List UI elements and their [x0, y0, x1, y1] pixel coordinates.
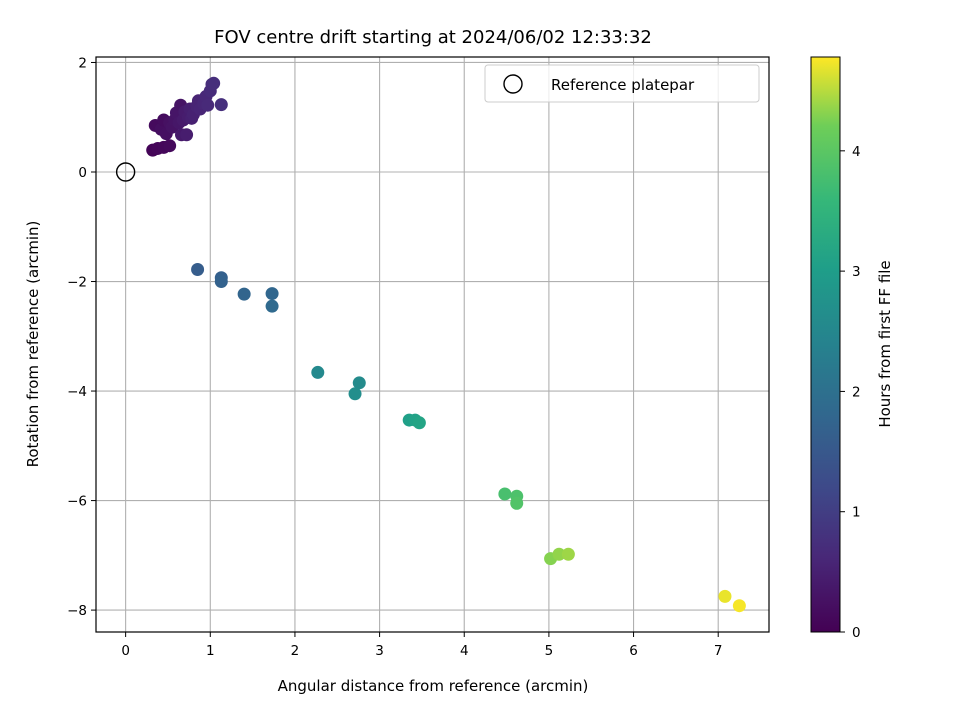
legend: Reference platepar — [484, 64, 760, 103]
data-point — [214, 98, 228, 112]
x-tick-label: 3 — [375, 643, 384, 659]
y-tick-label: −6 — [67, 494, 87, 510]
x-axis-label: Angular distance from reference (arcmin) — [278, 677, 589, 695]
data-point — [265, 299, 279, 313]
legend-reference-marker — [503, 74, 523, 94]
data-point — [191, 262, 205, 276]
data-point — [163, 139, 177, 153]
y-axis-ticks: −8 −6 −4 −2 0 2 — [67, 55, 96, 619]
legend-box — [484, 64, 760, 103]
data-point — [265, 287, 279, 301]
data-point — [352, 376, 366, 390]
colorbar-label: Hours from first FF file — [876, 260, 894, 427]
x-tick-label: 6 — [629, 643, 638, 659]
colorbar-gradient — [810, 56, 841, 633]
reference-marker — [115, 162, 136, 182]
colorbar-tick-label: 4 — [852, 144, 861, 160]
x-tick-label: 0 — [121, 643, 130, 659]
legend-entry-reference: Reference platepar — [551, 76, 695, 94]
colorbar-tick-label: 2 — [852, 384, 861, 400]
data-point — [412, 416, 426, 430]
colorbar-tick-label: 1 — [852, 505, 861, 521]
data-point — [552, 547, 566, 561]
y-tick-label: 2 — [78, 55, 87, 71]
data-point — [348, 387, 362, 401]
data-point — [498, 487, 512, 501]
data-point — [201, 98, 215, 112]
y-tick-label: −8 — [67, 603, 87, 619]
data-point — [237, 287, 251, 301]
data-point — [510, 496, 524, 510]
grid — [96, 57, 769, 632]
colorbar-ticks: 0 1 2 3 4 — [840, 144, 861, 641]
reference-platepar-marker — [115, 162, 136, 182]
data-point — [214, 275, 228, 289]
x-axis-ticks: 0 1 2 3 4 5 6 7 — [121, 632, 723, 659]
y-tick-label: 0 — [78, 165, 87, 181]
y-tick-label: −2 — [67, 275, 87, 291]
x-tick-label: 5 — [545, 643, 554, 659]
chart-title: FOV centre drift starting at 2024/06/02 … — [214, 27, 652, 48]
data-point — [732, 599, 746, 613]
data-point — [561, 547, 575, 561]
x-tick-label: 2 — [291, 643, 300, 659]
x-tick-label: 7 — [714, 643, 723, 659]
colorbar: 0 1 2 3 4 Hours from first FF file — [810, 56, 894, 641]
y-axis-label: Rotation from reference (arcmin) — [24, 221, 42, 468]
colorbar-tick-label: 0 — [852, 625, 861, 641]
data-point — [718, 589, 732, 603]
data-point — [207, 76, 221, 90]
y-tick-label: −4 — [67, 384, 87, 400]
x-tick-label: 1 — [206, 643, 215, 659]
data-point — [311, 365, 325, 379]
data-point — [180, 128, 194, 142]
plot-frame — [95, 56, 770, 633]
colorbar-tick-label: 3 — [852, 264, 861, 280]
x-tick-label: 4 — [460, 643, 469, 659]
scatter-points — [146, 76, 746, 613]
